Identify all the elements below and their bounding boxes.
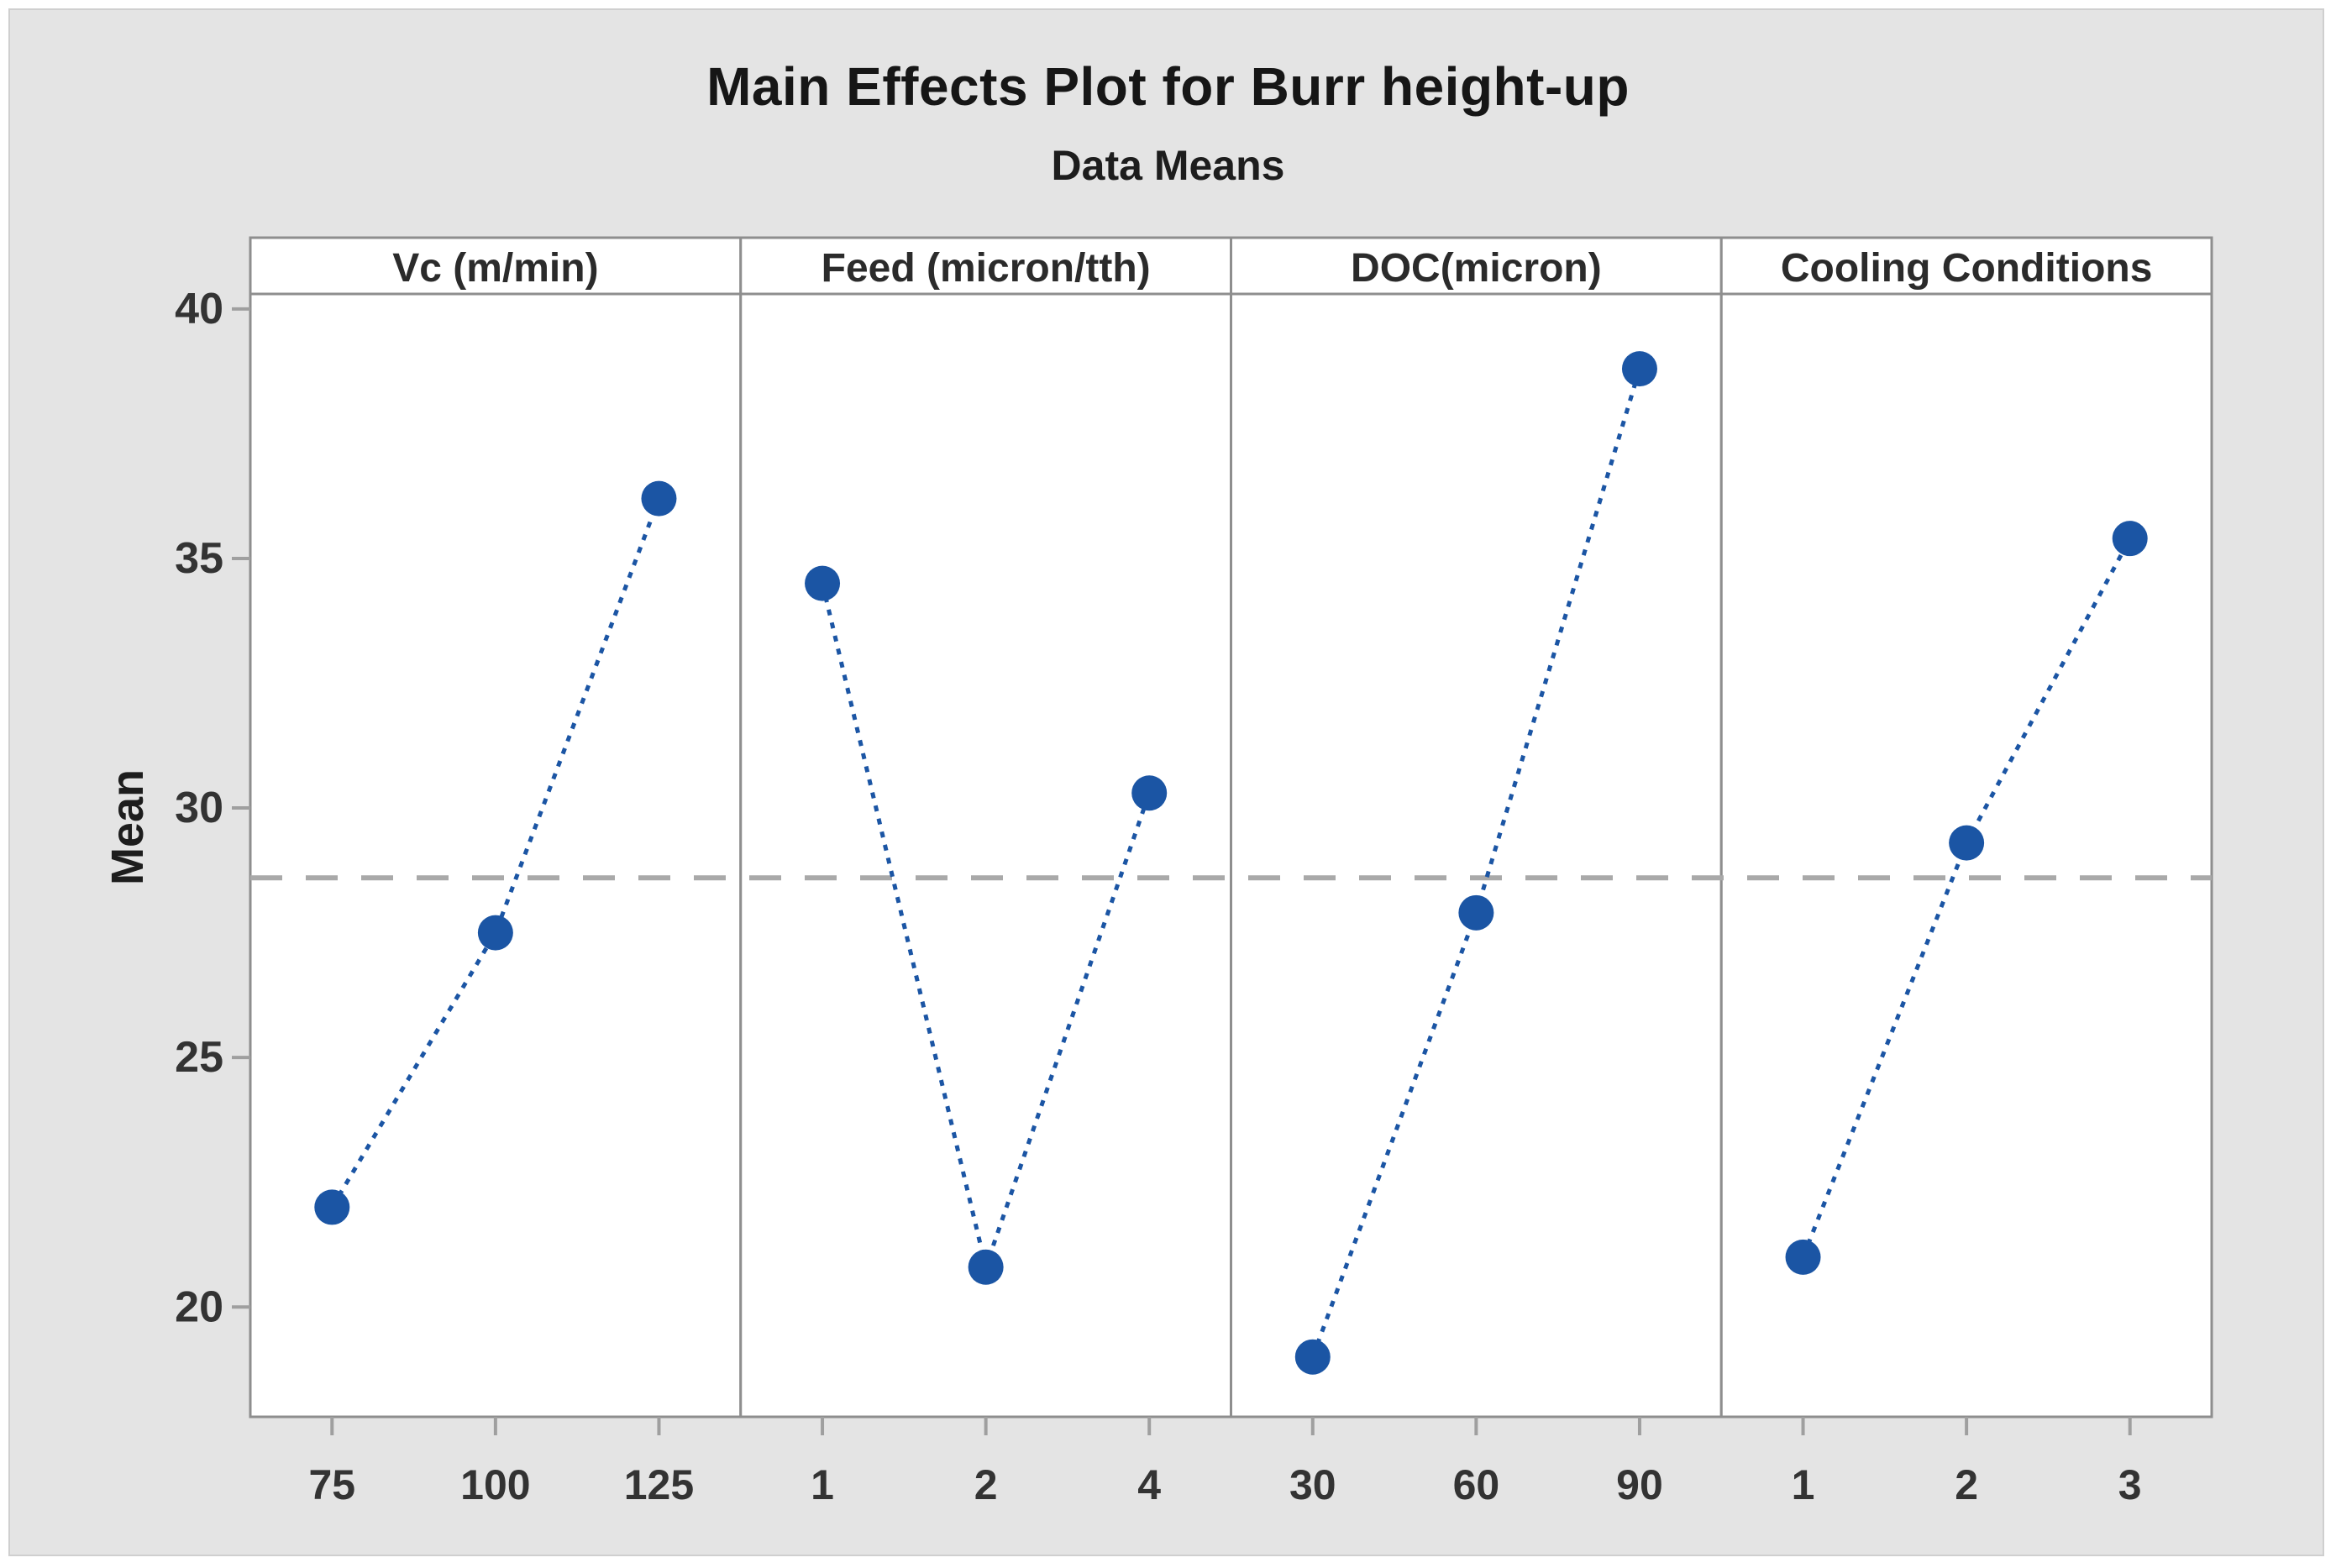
y-tick-label: 30 [175, 784, 223, 832]
panel-header-label: Cooling Conditions [1781, 246, 2153, 291]
panel-header-label: DOC(micron) [1351, 246, 1602, 291]
data-point-marker [968, 1249, 1004, 1285]
x-tick-label: 90 [1616, 1461, 1663, 1508]
panel-plot-area [739, 292, 1232, 1419]
y-axis-label: Mean [102, 768, 153, 886]
panel-plot-area [1230, 292, 1723, 1419]
x-tick-label: 100 [460, 1461, 530, 1508]
x-tick-label: 30 [1289, 1461, 1336, 1508]
x-tick-label: 1 [811, 1461, 834, 1508]
panel-plot-area [249, 292, 743, 1419]
y-tick-label: 20 [175, 1282, 223, 1331]
panel-header-label: Vc (m/min) [392, 246, 598, 291]
panel-header-label: Feed (micron/tth) [822, 246, 1151, 291]
x-tick-label: 2 [1955, 1461, 1978, 1508]
data-point-marker [477, 915, 513, 951]
x-tick-label: 4 [1137, 1461, 1161, 1508]
data-point-marker [805, 565, 841, 601]
data-point-marker [2112, 521, 2148, 557]
x-tick-label: 1 [1792, 1461, 1815, 1508]
y-tick-label: 25 [175, 1033, 223, 1082]
x-tick-label: 3 [2118, 1461, 2142, 1508]
data-point-marker [1621, 351, 1657, 387]
data-point-marker [1785, 1239, 1821, 1275]
x-tick-label: 2 [974, 1461, 998, 1508]
data-point-marker [1294, 1339, 1331, 1375]
y-tick-label: 35 [175, 534, 223, 583]
data-point-marker [1949, 825, 1985, 861]
data-point-marker [314, 1189, 350, 1225]
x-tick-label: 125 [624, 1461, 694, 1508]
data-point-marker [1458, 894, 1494, 931]
panel-header-cell [249, 236, 743, 296]
y-tick-label: 40 [175, 285, 223, 333]
x-tick-label: 60 [1453, 1461, 1500, 1508]
chart-title: Main Effects Plot for Burr height-up [706, 56, 1630, 117]
data-point-marker [1131, 775, 1168, 811]
panel-header-cell [739, 236, 1232, 296]
data-point-marker [641, 480, 677, 517]
x-tick-label: 75 [308, 1461, 355, 1508]
chart-subtitle: Data Means [1051, 142, 1285, 189]
